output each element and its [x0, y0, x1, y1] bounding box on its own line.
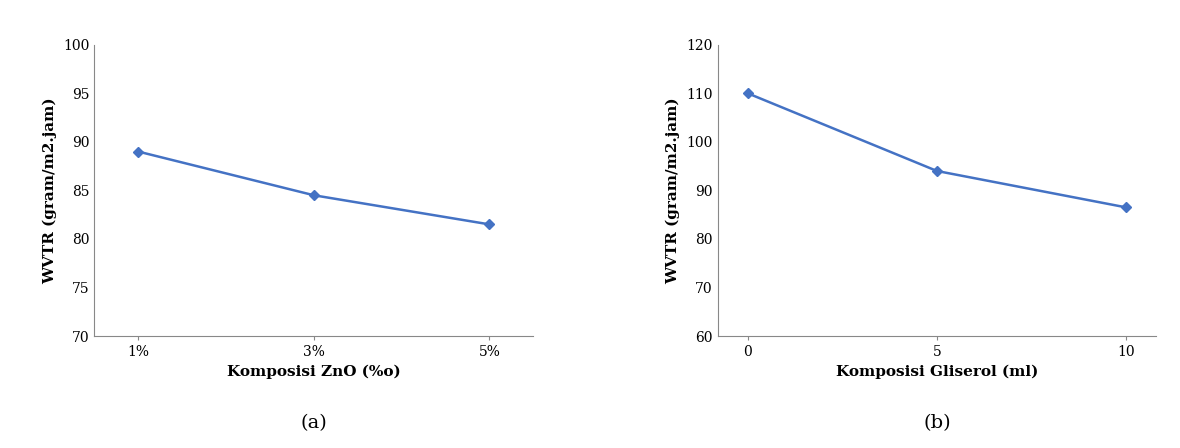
Text: (a): (a): [301, 414, 327, 432]
Y-axis label: WVTR (gram/m2.jam): WVTR (gram/m2.jam): [667, 97, 681, 284]
X-axis label: Komposisi ZnO (%o): Komposisi ZnO (%o): [227, 365, 401, 379]
Y-axis label: WVTR (gram/m2.jam): WVTR (gram/m2.jam): [44, 97, 58, 284]
X-axis label: Komposisi Gliserol (ml): Komposisi Gliserol (ml): [835, 365, 1038, 379]
Text: (b): (b): [923, 414, 951, 432]
